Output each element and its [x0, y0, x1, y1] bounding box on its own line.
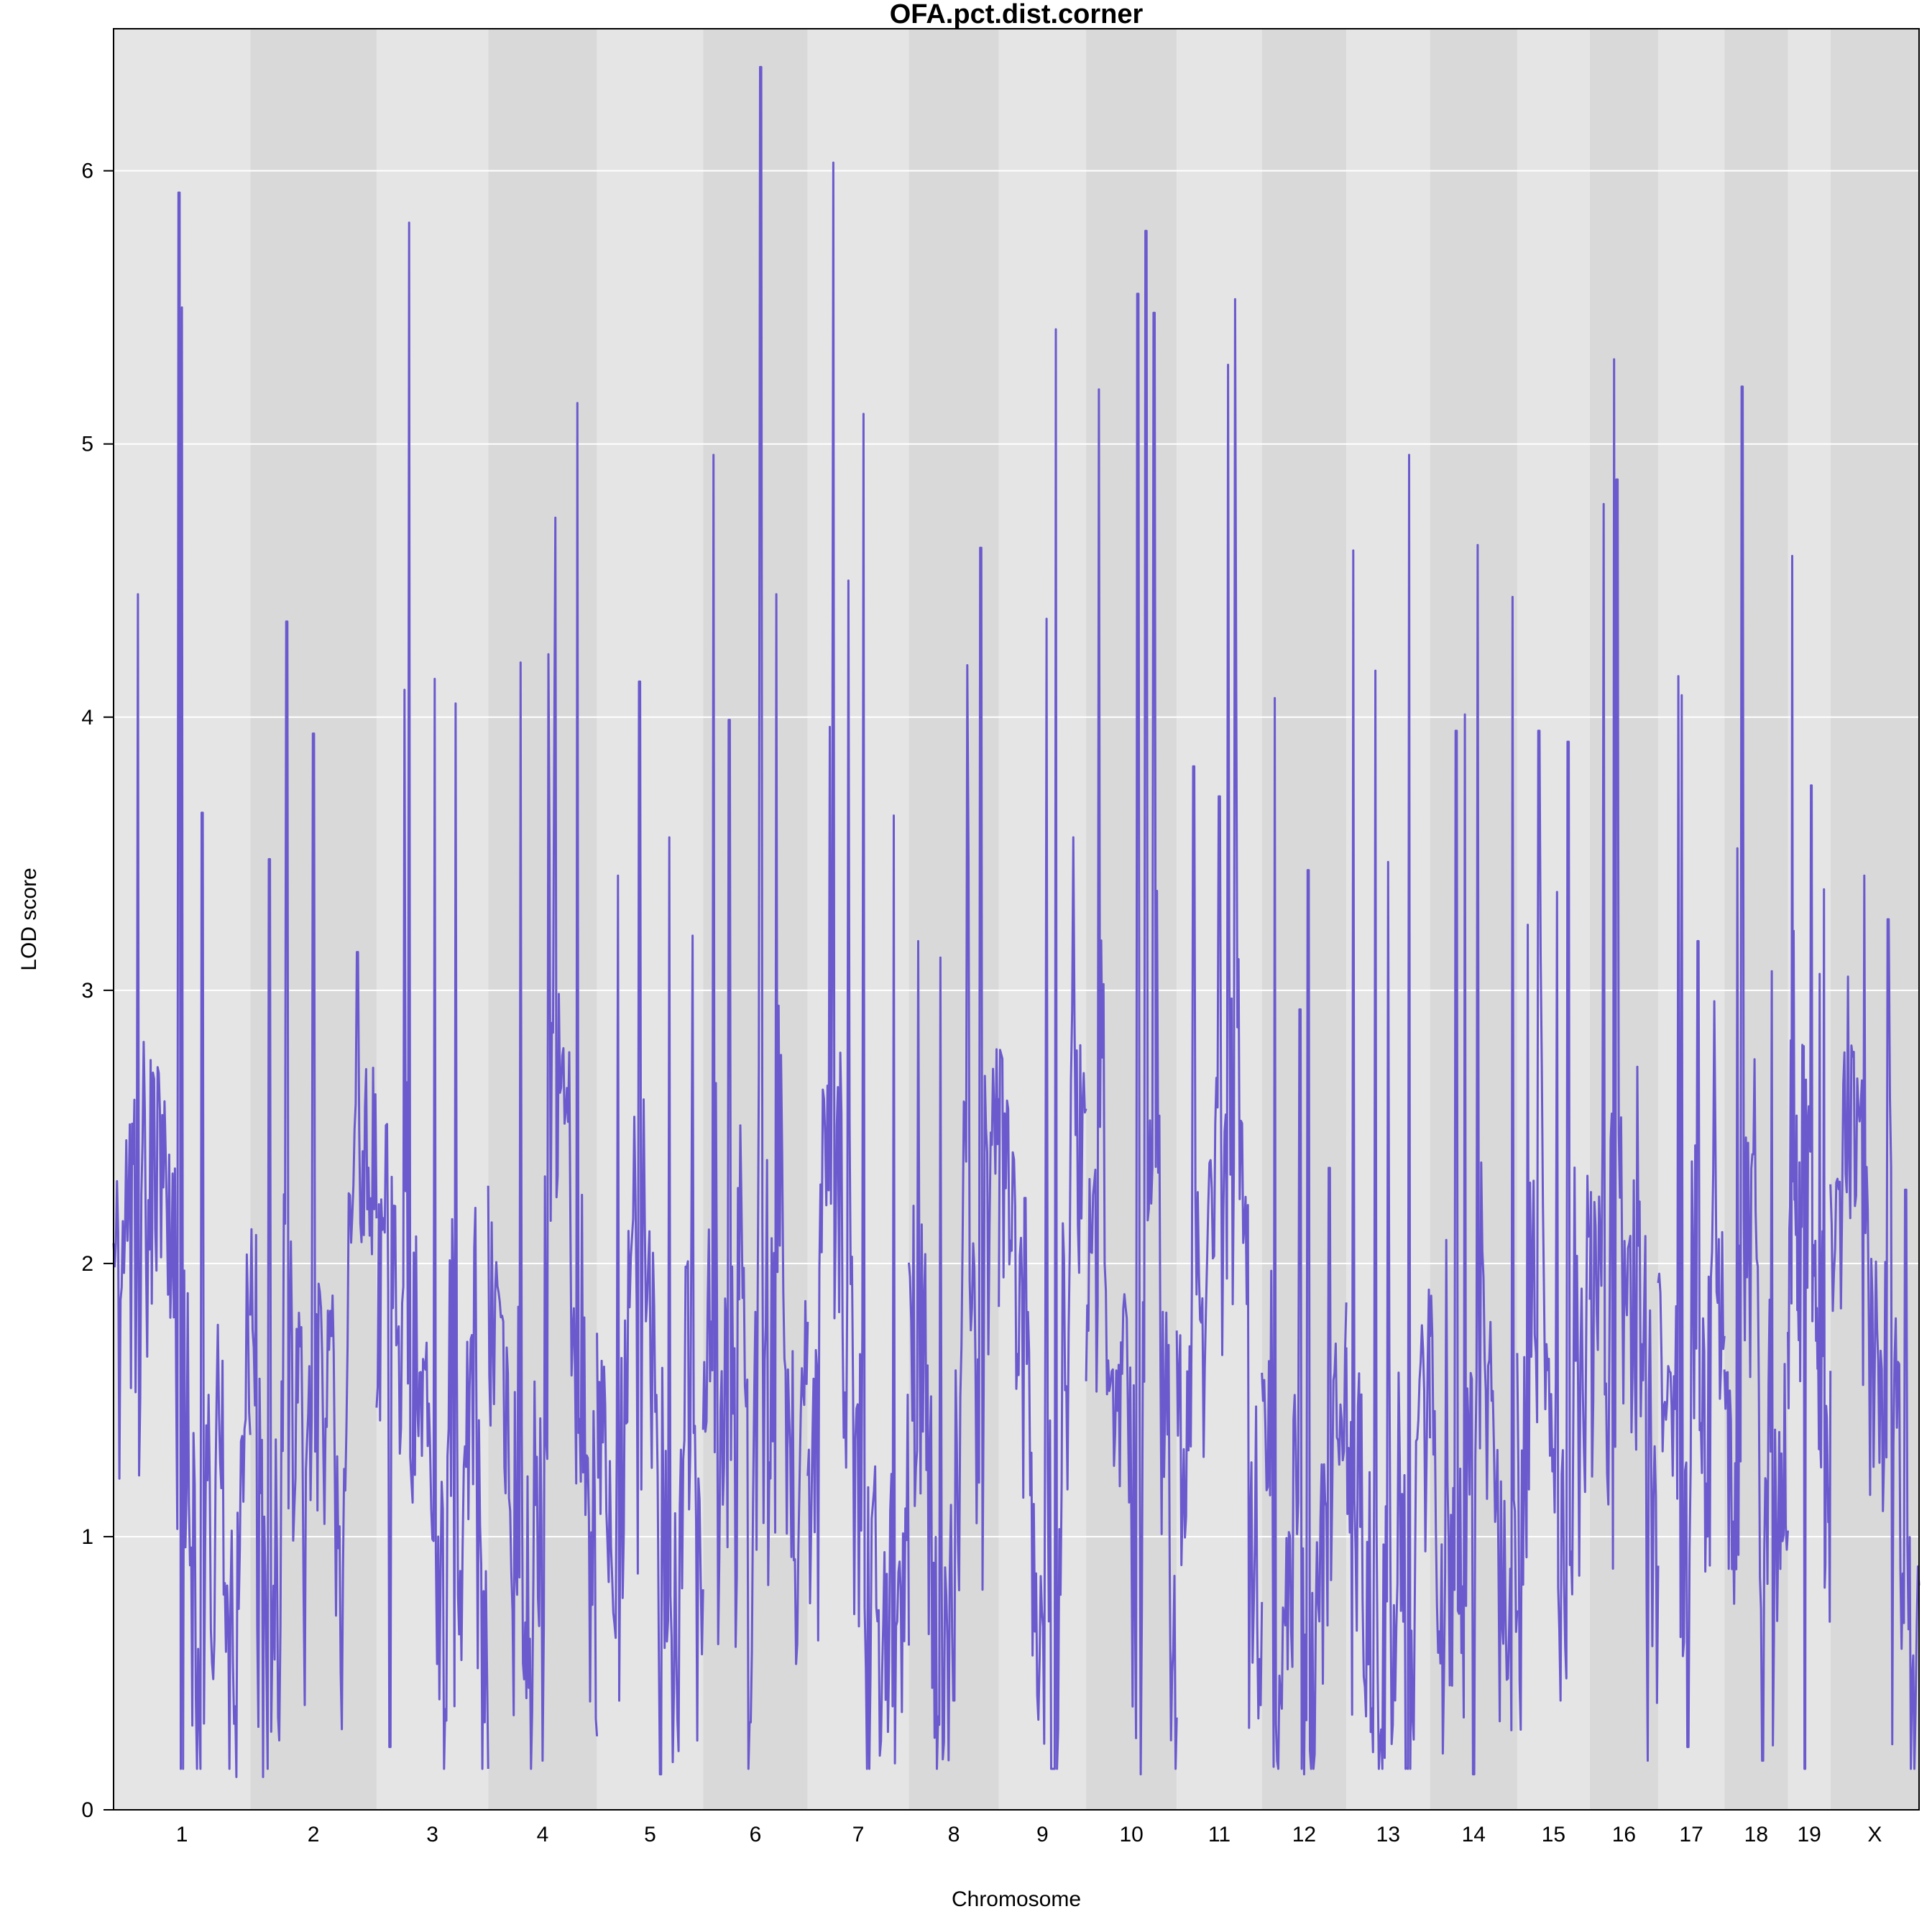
x-tick-label-chr-19: 19	[1797, 1823, 1821, 1846]
x-tick-label-chr-X: X	[1867, 1823, 1882, 1846]
x-tick-label-chr-5: 5	[644, 1823, 656, 1846]
chromosome-band-17	[1657, 29, 1725, 1810]
lod-series-chr-6	[702, 65, 809, 1770]
chromosome-band-X	[1830, 29, 1919, 1810]
x-tick-label-chr-13: 13	[1376, 1823, 1400, 1846]
y-tick-label: 6	[81, 160, 93, 183]
y-tick-label: 4	[81, 706, 93, 730]
x-tick-label-chr-9: 9	[1036, 1823, 1049, 1846]
x-tick-label-chr-7: 7	[852, 1823, 865, 1846]
lod-series-chr-19	[1787, 555, 1832, 1770]
x-tick-label-chr-10: 10	[1119, 1823, 1143, 1846]
lod-series-chr-9	[998, 328, 1087, 1770]
lod-series-chr-5	[596, 680, 704, 1776]
x-tick-label-chr-4: 4	[537, 1823, 549, 1846]
y-axis: 0 1 2 3 4 5 6	[81, 160, 114, 1822]
lod-series-chr-7	[806, 161, 910, 1770]
x-tick-label-chr-8: 8	[948, 1823, 960, 1846]
chromosome-band-5	[597, 29, 704, 1810]
x-tick-label-chr-11: 11	[1208, 1823, 1230, 1846]
y-tick-label: 3	[81, 979, 93, 1003]
lod-series-chr-10	[1085, 229, 1178, 1776]
x-tick-label-chr-3: 3	[426, 1823, 438, 1846]
chromosome-band-4	[488, 29, 597, 1810]
lod-series-chr-12	[1261, 696, 1348, 1776]
lod-series-chr-4	[487, 402, 599, 1770]
lod-series-chr-11	[1175, 298, 1264, 1729]
lod-series-chr-1	[112, 191, 252, 1778]
chromosome-band-15	[1517, 29, 1590, 1810]
plot-frame	[113, 28, 1920, 1811]
chromosome-band-3	[376, 29, 489, 1810]
y-axis-label: LOD score	[17, 868, 41, 970]
x-tick-label-chr-12: 12	[1292, 1823, 1316, 1846]
lod-series-chr-2	[249, 620, 378, 1778]
x-tick-label-chr-14: 14	[1462, 1823, 1486, 1846]
lod-series-chr-14	[1429, 543, 1519, 1776]
lod-series-chr-16	[1588, 358, 1660, 1762]
x-tick-label-chr-18: 18	[1744, 1823, 1768, 1846]
chromosome-band-8	[908, 29, 999, 1810]
x-tick-label-chr-6: 6	[750, 1823, 762, 1846]
x-tick-label-chr-2: 2	[308, 1823, 320, 1846]
x-tick-label-chr-17: 17	[1679, 1823, 1703, 1846]
x-axis-label: Chromosome	[952, 1887, 1081, 1911]
x-tick-label-chr-15: 15	[1542, 1823, 1565, 1846]
lod-series-chr-18	[1723, 385, 1789, 1762]
chart-title: OFA.pct.dist.corner	[890, 0, 1144, 29]
lod-series-chr-13	[1345, 454, 1432, 1770]
y-tick-label: 0	[81, 1798, 93, 1822]
y-tick-label: 1	[81, 1525, 93, 1549]
x-tick-label-chr-1: 1	[176, 1823, 188, 1846]
x-tick-label-chr-16: 16	[1612, 1823, 1636, 1846]
lod-series-chr-8	[908, 546, 1000, 1770]
y-tick-label: 2	[81, 1252, 93, 1276]
x-axis: 1 2 3 4 5 6 7 8 9 10 11 12 13 14 15 16 17 18 19 X	[176, 1823, 1882, 1846]
y-tick-label: 5	[81, 433, 93, 456]
lod-series-chr-15	[1516, 730, 1591, 1731]
lod-series-chr-X	[1829, 874, 1920, 1770]
lod-curve	[112, 65, 1920, 1778]
lod-series-chr-17	[1657, 675, 1726, 1749]
lod-series-chr-3	[375, 221, 489, 1770]
chromosome-band-9	[998, 29, 1087, 1810]
